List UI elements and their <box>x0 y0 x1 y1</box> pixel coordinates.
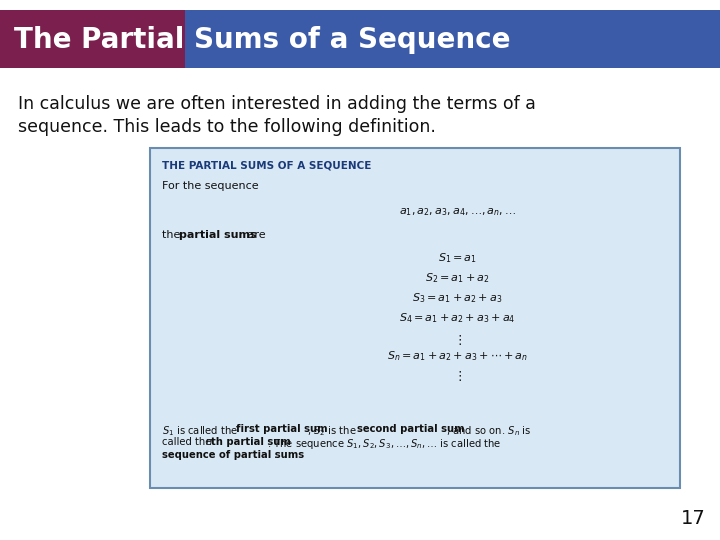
Text: $S_1 = a_1$: $S_1 = a_1$ <box>438 251 477 265</box>
Text: sequence of partial sums: sequence of partial sums <box>162 450 304 460</box>
Bar <box>0 10 720 68</box>
Text: sequence. This leads to the following definition.: sequence. This leads to the following de… <box>18 118 436 136</box>
Text: $S_1$ is called the: $S_1$ is called the <box>162 424 239 438</box>
Text: For the sequence: For the sequence <box>162 181 258 191</box>
Text: , and so on. $S_n$ is: , and so on. $S_n$ is <box>446 424 531 438</box>
Text: .: . <box>274 450 277 460</box>
Text: THE PARTIAL SUMS OF A SEQUENCE: THE PARTIAL SUMS OF A SEQUENCE <box>162 160 372 170</box>
Text: second partial sum: second partial sum <box>357 424 464 434</box>
Text: In calculus we are often interested in adding the terms of a: In calculus we are often interested in a… <box>18 95 536 113</box>
Text: $\vdots$: $\vdots$ <box>453 369 462 383</box>
Text: are: are <box>244 230 266 240</box>
Text: n: n <box>206 437 212 447</box>
Text: The Partial Sums of a Sequence: The Partial Sums of a Sequence <box>14 26 510 54</box>
Text: first partial sum: first partial sum <box>236 424 328 434</box>
Text: , $S_2$ is the: , $S_2$ is the <box>307 424 357 438</box>
Text: $\vdots$: $\vdots$ <box>453 333 462 347</box>
Bar <box>0 10 185 68</box>
Text: th partial sum: th partial sum <box>211 437 291 447</box>
FancyBboxPatch shape <box>150 148 680 488</box>
Text: $S_3 = a_1 + a_2 + a_3$: $S_3 = a_1 + a_2 + a_3$ <box>412 291 503 305</box>
Text: the: the <box>162 230 184 240</box>
Text: partial sums: partial sums <box>179 230 256 240</box>
Text: $a_1, a_2, a_3, a_4, \ldots, a_n, \ldots$: $a_1, a_2, a_3, a_4, \ldots, a_n, \ldots… <box>399 206 516 218</box>
Text: 17: 17 <box>681 509 706 528</box>
Text: called the: called the <box>162 437 215 447</box>
Text: $S_n = a_1 + a_2 + a_3 + \cdots + a_n$: $S_n = a_1 + a_2 + a_3 + \cdots + a_n$ <box>387 349 528 363</box>
Text: $S_2 = a_1 + a_2$: $S_2 = a_1 + a_2$ <box>425 271 490 285</box>
Text: $S_4 = a_1 + a_2 + a_3 + a_4$: $S_4 = a_1 + a_2 + a_3 + a_4$ <box>399 311 516 325</box>
Text: . The sequence $S_1, S_2, S_3, \ldots, S_n, \ldots$ is called the: . The sequence $S_1, S_2, S_3, \ldots, S… <box>267 437 502 451</box>
